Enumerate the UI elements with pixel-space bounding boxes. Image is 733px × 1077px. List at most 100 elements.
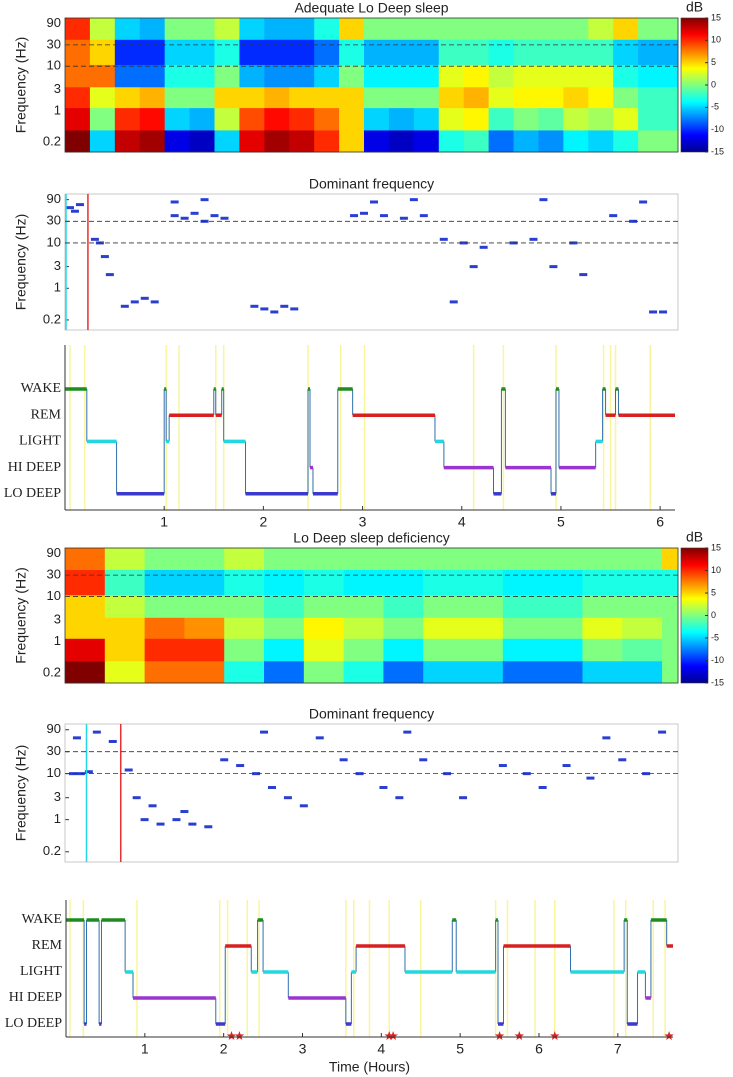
heatmap-cell: [638, 64, 664, 88]
heatmap-cell: [65, 548, 106, 570]
heatmap-cell: [314, 39, 340, 65]
heatmap-cell: [388, 39, 415, 65]
heatmap-cell: [184, 617, 225, 639]
colorbar-tick-label: 15: [711, 12, 721, 22]
heatmap-cell: [438, 86, 465, 109]
event-marker: [226, 1031, 237, 1040]
heatmap-cell: [144, 594, 185, 618]
heatmap-cell: [89, 18, 116, 40]
dominant-frequency-point: [419, 214, 428, 218]
dominant-frequency-point: [180, 216, 189, 220]
heatmap-cell: [339, 86, 365, 109]
x-tick-label: 6: [535, 1041, 543, 1057]
dominant-frequency-point: [252, 772, 261, 776]
heatmap-cell: [65, 39, 91, 65]
heatmap-cell: [339, 129, 365, 153]
heatmap-cell: [463, 39, 490, 65]
heatmap-cell: [303, 660, 345, 684]
dominant-frequency-point: [120, 304, 129, 308]
heatmap-cell: [189, 86, 216, 109]
heatmap-cell: [164, 39, 191, 65]
heatmap-cell: [622, 594, 663, 618]
heatmap-cell: [214, 18, 240, 40]
y-axis-label: Frequency (Hz): [13, 567, 29, 663]
colorbar-tick-label: 10: [711, 565, 721, 575]
dominant-frequency-point: [108, 739, 117, 743]
heatmap-cell: [662, 548, 679, 570]
dominant-frequency-point: [479, 245, 488, 249]
y-tick-label: 10: [47, 58, 61, 73]
dominant-frequency-point: [639, 200, 648, 204]
heatmap-cell: [622, 660, 663, 684]
heatmap-cell: [513, 64, 539, 88]
heatmap-cell: [239, 18, 265, 40]
y-tick-label: 30: [47, 213, 61, 228]
dominant-frequency-point: [250, 304, 259, 308]
y-tick-label: 3: [54, 81, 61, 96]
y-tick-label: 10: [47, 234, 61, 249]
heatmap-cell: [314, 18, 340, 40]
dominant-frequency-point: [75, 203, 84, 207]
colorbar-tick-label: 10: [711, 35, 721, 45]
panel: Dominant frequency Frequency (Hz) 0.2 1 3 10 3…: [13, 176, 679, 331]
dominant-frequency-point: [76, 772, 85, 776]
dominant-frequency-point: [90, 237, 99, 241]
heatmap-cell: [663, 129, 679, 153]
y-tick-label: HI DEEP: [8, 460, 61, 475]
dominant-frequency-point: [618, 758, 627, 762]
heatmap-cell: [563, 86, 589, 109]
heatmap-cell: [289, 129, 315, 153]
x-tick-label: 6: [656, 514, 664, 530]
x-tick-label: 5: [557, 514, 565, 530]
dominant-frequency-point: [586, 776, 595, 780]
heatmap-cell: [65, 86, 91, 109]
y-tick-label: 90: [47, 191, 61, 206]
heatmap-cell: [488, 129, 515, 153]
heatmap-cell: [339, 39, 365, 65]
x-tick-label: 5: [456, 1041, 464, 1057]
dominant-frequency-point: [449, 300, 458, 304]
heatmap-cell: [364, 39, 390, 65]
dominant-frequency-point: [260, 307, 269, 311]
heatmap-cell: [343, 638, 384, 662]
heatmap-cell: [65, 617, 106, 639]
heatmap-cell: [364, 18, 390, 40]
y-tick-label: 30: [47, 743, 61, 758]
dominant-frequency-point: [130, 300, 139, 304]
heatmap-cell: [388, 107, 415, 131]
heatmap-cell: [662, 660, 679, 684]
heatmap-cell: [104, 617, 146, 639]
heatmap-cell: [563, 107, 589, 131]
heatmap-cell: [588, 64, 614, 88]
heatmap-cell: [65, 18, 91, 40]
heatmap-cell: [343, 617, 384, 639]
heatmap-cell: [114, 129, 141, 153]
y-tick-label: LO DEEP: [5, 1016, 62, 1031]
heatmap-cell: [622, 569, 663, 596]
heatmap-cell: [663, 107, 679, 131]
dominant-frequency-point: [459, 796, 468, 800]
heatmap-cell: [638, 129, 664, 153]
heatmap-cell: [144, 617, 185, 639]
heatmap-cell: [214, 86, 240, 109]
heatmap-cell: [383, 638, 424, 662]
heatmap-cell: [65, 129, 91, 153]
heatmap-cell: [423, 660, 464, 684]
colorbar-tick-label: -5: [711, 632, 719, 642]
heatmap-cell: [139, 64, 166, 88]
heatmap-cell: [264, 638, 305, 662]
dominant-frequency-point: [443, 772, 452, 776]
dominant-frequency-point: [642, 772, 651, 776]
heatmap-cell: [89, 64, 116, 88]
heatmap-cell: [438, 18, 465, 40]
heatmap-cell: [264, 64, 290, 88]
heatmap-cell: [189, 39, 216, 65]
heatmap-cell: [65, 638, 106, 662]
dominant-frequency-point: [649, 310, 658, 314]
heatmap-cell: [289, 18, 315, 40]
heatmap-cell: [303, 594, 345, 618]
heatmap-cell: [104, 569, 146, 596]
heatmap-cell: [538, 39, 564, 65]
heatmap-cell: [542, 660, 583, 684]
y-tick-label: 3: [54, 258, 61, 273]
